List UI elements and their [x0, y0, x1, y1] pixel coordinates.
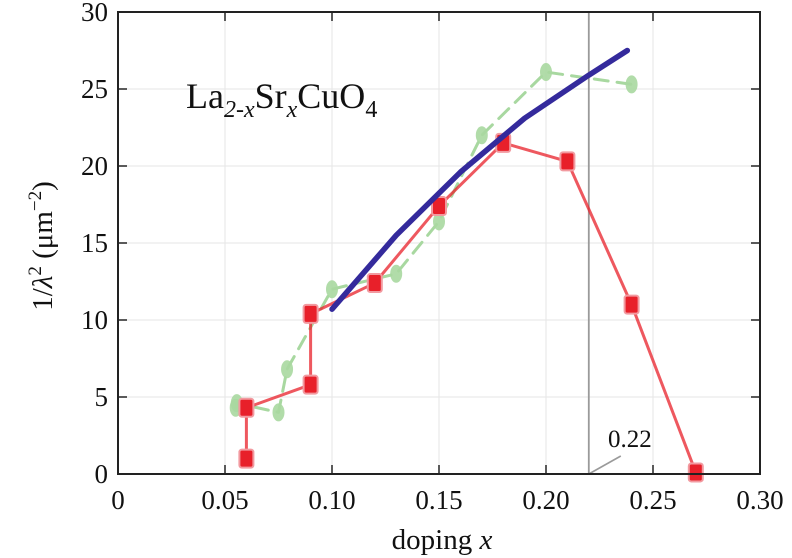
green-circle-marker: [433, 212, 445, 231]
x-axis-title: doping x: [392, 524, 493, 556]
compound-part: x: [286, 97, 298, 123]
y-axis-title-part: −2: [25, 191, 46, 211]
compound-label: La2-xSrxCuO4: [186, 76, 377, 123]
y-axis-title-part: μm: [27, 211, 59, 250]
x-axis-title-text: doping: [392, 524, 480, 556]
x-tick-label: 0.30: [736, 485, 783, 515]
y-axis-title-part: (: [27, 249, 59, 266]
green-circle-marker: [540, 63, 552, 82]
x-tick-label: 0.20: [522, 485, 569, 515]
x-axis-title-var: x: [478, 524, 492, 556]
red-square-marker: [238, 448, 255, 469]
y-tick-label: 25: [81, 74, 108, 104]
y-tick-label: 10: [81, 305, 108, 335]
y-axis-title-text: 1/λ2 (μm−2): [25, 181, 59, 311]
red-square-marker: [238, 397, 255, 418]
x-tick-label: 0.10: [308, 485, 355, 515]
series-layer: [229, 47, 704, 483]
vline-label: 0.22: [608, 426, 652, 453]
y-tick-label: 0: [95, 459, 109, 489]
green-circle-marker: [281, 360, 294, 379]
x-tick-label: 0.05: [201, 485, 248, 515]
vline-leader: [588, 455, 622, 475]
green-circle-marker: [272, 403, 285, 422]
y-axis-title-part: λ: [27, 276, 59, 290]
x-tick-label: 0.15: [415, 485, 462, 515]
red-square-marker: [559, 151, 576, 172]
compound-part: CuO: [297, 76, 365, 116]
y-axis-title-part: 1/: [27, 287, 59, 311]
red-square-marker: [302, 303, 319, 324]
red-square-marker: [687, 462, 704, 483]
compound-part: 2-x: [224, 97, 255, 123]
red-square-marker: [302, 374, 319, 395]
y-tick-label: 20: [81, 151, 108, 181]
y-axis-title: 1/λ2 (μm−2): [25, 181, 59, 311]
compound-part: La: [186, 76, 224, 116]
y-axis-title-part: ): [27, 181, 59, 191]
vline-layer: [587, 12, 622, 475]
compound-part: 4: [365, 97, 377, 123]
y-axis-title-part: 2: [25, 266, 46, 276]
green-circle-marker: [625, 75, 638, 94]
green-circles-line: [234, 70, 634, 414]
fit-line: [329, 47, 631, 312]
y-tick-label: 15: [81, 228, 108, 258]
tick-labels: 0 0.05 0.10 0.15 0.20 0.25 0.30 0 5 10 15 20 25 30: [81, 0, 784, 515]
ticks: [117, 11, 761, 475]
red-squares-line: [244, 141, 698, 474]
x-tick-label: 0: [111, 485, 125, 515]
red-square-marker: [623, 294, 640, 315]
compound-part: Sr: [255, 76, 287, 116]
y-tick-label: 30: [81, 0, 108, 27]
green-circle-marker: [390, 264, 403, 283]
y-tick-label: 5: [95, 382, 109, 412]
x-tick-label: 0.25: [629, 485, 676, 515]
green-circle-marker: [475, 126, 488, 145]
red-square-marker: [366, 273, 383, 294]
green-circle-marker: [326, 280, 338, 299]
